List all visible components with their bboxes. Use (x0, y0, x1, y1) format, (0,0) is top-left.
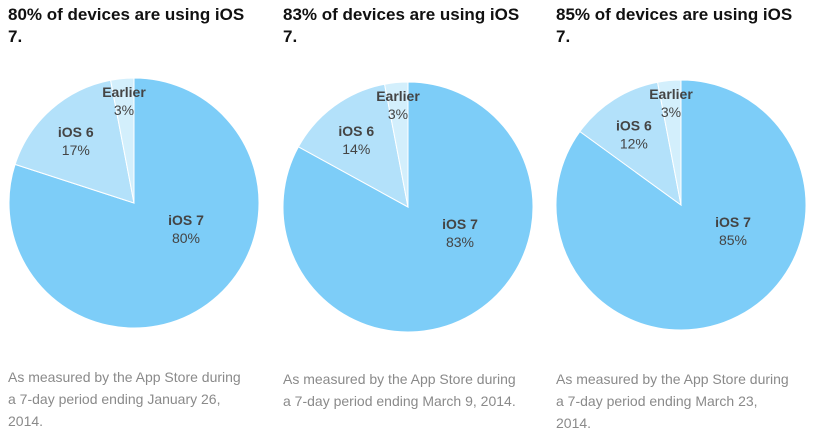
slice-label: Earlier 3% (102, 84, 146, 118)
chart-caption: As measured by the App Store during a 7-… (283, 371, 516, 409)
pie-slice-earlier (109, 77, 135, 204)
pie-slice-ios-6 (14, 79, 135, 204)
pie-panel-3: 85% of devices are using iOS 7. iOS 7 85%… (555, 0, 815, 435)
pie-panel-1: 80% of devices are using iOS 7. iOS 7 80%… (8, 0, 280, 435)
pie-slice-ios-6 (297, 83, 409, 208)
pie-chart: iOS 7 80% iOS 6 17%Earlier 3% (8, 77, 260, 329)
chart-caption: As measured by the App Store during a 7-… (556, 371, 789, 431)
pie-chart: iOS 7 83% iOS 6 14%Earlier 3% (282, 81, 534, 333)
slice-label: iOS 6 12% (616, 118, 652, 152)
slice-label: iOS 7 83% (442, 216, 478, 250)
slice-label: iOS 7 85% (715, 214, 751, 248)
pie-slice-ios-6 (579, 81, 682, 207)
slice-label: Earlier 3% (649, 86, 693, 120)
pie-panel-2: 83% of devices are using iOS 7. iOS 7 83%… (282, 0, 555, 435)
pie-chart: iOS 7 85% iOS 6 12%Earlier 3% (555, 79, 807, 331)
chart-title: 80% of devices are using iOS 7. (8, 5, 245, 46)
chart-title: 85% of devices are using iOS 7. (556, 5, 793, 46)
pie-slice-earlier (383, 81, 409, 208)
slice-label: iOS 6 17% (58, 124, 94, 158)
pie-slice-earlier (656, 79, 682, 206)
chart-title: 83% of devices are using iOS 7. (283, 5, 520, 46)
slice-label: iOS 7 80% (168, 212, 204, 246)
slice-label: Earlier 3% (376, 88, 420, 122)
chart-caption: As measured by the App Store during a 7-… (8, 369, 241, 429)
slice-label: iOS 6 14% (338, 123, 374, 157)
